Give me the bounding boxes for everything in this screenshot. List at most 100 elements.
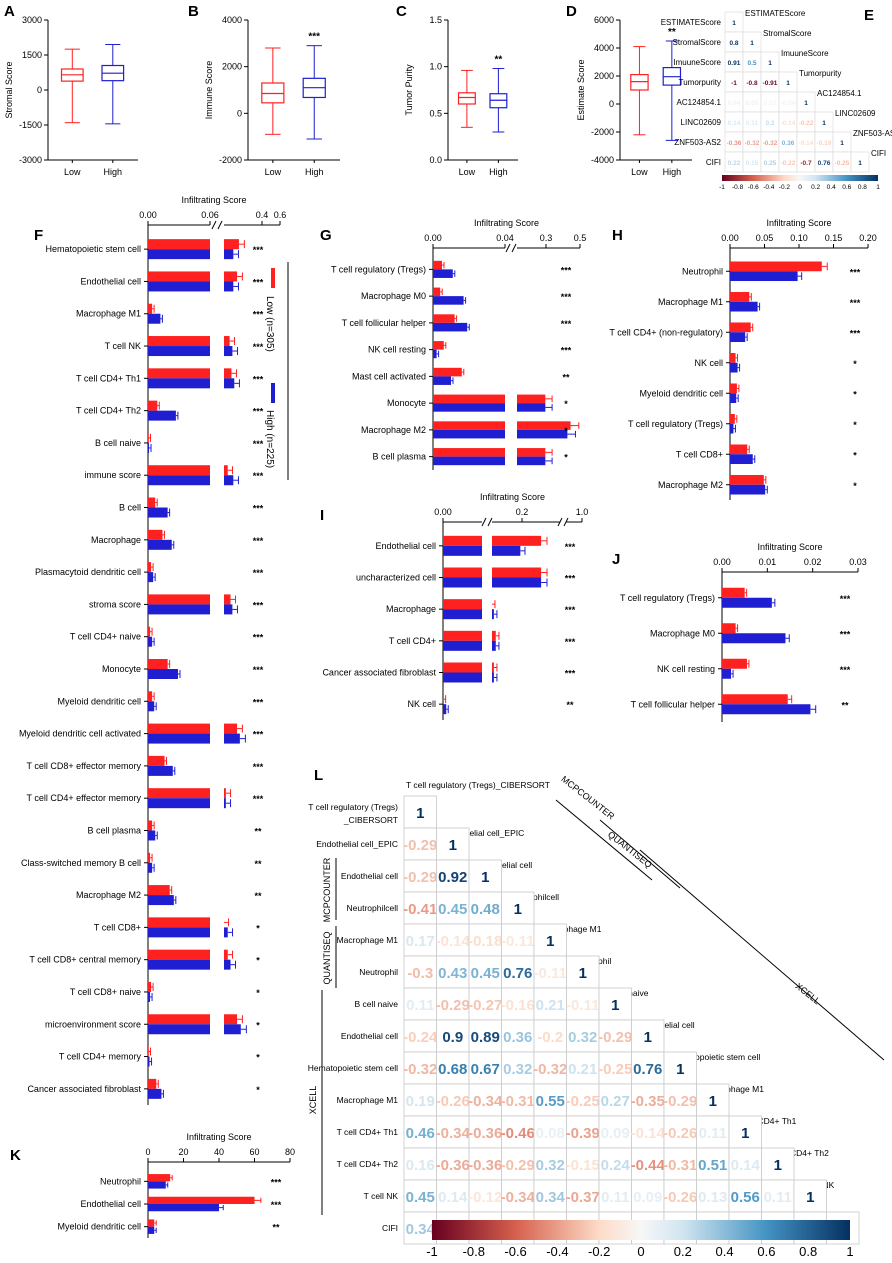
bar-high: [224, 604, 233, 615]
heatmap-value: 0.14: [728, 120, 741, 127]
heatmap-cell: [501, 1115, 535, 1149]
heatmap-cell: [598, 1019, 632, 1053]
bar-high: [148, 895, 174, 906]
bar-low: [148, 1078, 157, 1089]
bar-low: [148, 659, 168, 669]
bar-high: [148, 830, 156, 841]
bar-high: [224, 1024, 241, 1035]
x-tick-label: 40: [214, 1147, 224, 1157]
bar-high: [148, 1024, 210, 1035]
heatmap-value: 0.15: [746, 160, 759, 167]
heatmap-value: 1: [732, 20, 736, 27]
significance-marker: ***: [850, 298, 861, 308]
significance-marker: ***: [253, 697, 264, 707]
bar-high: [433, 322, 468, 332]
bar-high: [148, 507, 168, 518]
heatmap-value: 1: [774, 1157, 782, 1174]
heatmap-value: -0.12: [468, 1189, 502, 1206]
heatmap-value: -0.14: [799, 140, 814, 147]
bar-low: [730, 322, 751, 333]
group-diagonal: [599, 819, 681, 889]
bar-low: [148, 336, 210, 347]
colorbar-tick-label: -0.2: [779, 184, 791, 191]
y-tick-label: T cell CD8+: [676, 449, 723, 459]
bar-high: [148, 572, 154, 583]
heatmap-value: 0.43: [438, 965, 467, 982]
panel-label: L: [314, 767, 323, 784]
x-tick-label: 20: [178, 1147, 188, 1157]
group-diagonal: [639, 849, 885, 1061]
heatmap-value: 0.24: [601, 1157, 631, 1174]
bar-low: [443, 567, 482, 578]
significance-marker: ***: [253, 600, 264, 610]
heatmap-cell: [566, 987, 600, 1021]
x-tick-label: 0: [145, 1147, 150, 1157]
significance-marker: ***: [565, 574, 576, 584]
x-tick-label: High: [104, 167, 123, 177]
bar-high: [148, 378, 210, 389]
heatmap-value: 0.67: [471, 1061, 500, 1078]
bar-high: [148, 733, 210, 744]
heatmap-cell: [631, 1179, 665, 1213]
x-tick-label: 0.2: [516, 507, 529, 517]
panel-c: C 0.0 0.5 1.0 1.5 Tumor Purity Low High **: [396, 3, 518, 177]
col-label: T cell regulatory (Tregs)_CIBERSORT: [406, 780, 550, 790]
bar-low: [148, 368, 210, 379]
colorbar-tick-label: -0.4: [546, 1244, 568, 1259]
heatmap-cell: [501, 1051, 535, 1085]
heatmap-value: -0.29: [436, 997, 470, 1014]
y-tick-label: Macrophage M2: [76, 890, 141, 900]
bar-low: [722, 587, 745, 598]
bar-low: [224, 336, 230, 347]
bar-high: [722, 668, 732, 679]
significance-marker: ***: [253, 245, 264, 255]
heatmap-cell: [696, 1083, 730, 1117]
bar-low: [148, 303, 153, 314]
y-tick-label: microenvironment score: [45, 1019, 141, 1029]
bar-low: [722, 694, 788, 705]
bar-high: [224, 959, 231, 970]
heatmap-cell: [468, 923, 502, 957]
bar-high: [443, 577, 482, 588]
bar-high: [730, 362, 738, 373]
y-tick-label: Cancer associated fibroblast: [27, 1084, 141, 1094]
colorbar-tick-label: 0.8: [858, 184, 867, 191]
y-tick-label: T cell CD8+: [94, 922, 141, 932]
significance-marker: ***: [561, 265, 572, 275]
heatmap-value: 0.89: [471, 1029, 500, 1046]
x-tick-label: High: [305, 167, 324, 177]
panel-label: H: [612, 227, 623, 244]
heatmap-value: 0.48: [471, 901, 500, 918]
heatmap-cell: [468, 955, 502, 989]
heatmap-value: 1: [804, 100, 808, 107]
significance-marker: ***: [253, 665, 264, 675]
y-tick-label: Cancer associated fibroblast: [322, 668, 436, 678]
heatmap-value: 0.34: [406, 1221, 436, 1238]
heatmap-value: 0.46: [406, 1125, 435, 1142]
heatmap-value: -0.25: [598, 1061, 632, 1078]
significance-marker: *: [564, 426, 568, 436]
significance-marker: ***: [253, 407, 264, 417]
significance-marker: ***: [565, 669, 576, 679]
bar-low: [148, 852, 151, 863]
panel-label: C: [396, 3, 407, 20]
bar-low: [224, 594, 231, 605]
bar-high: [730, 332, 746, 343]
heatmap-value: 0.91: [728, 60, 741, 67]
chart-title: Infiltrating Score: [474, 218, 539, 228]
heatmap-value: 0.27: [601, 1093, 630, 1110]
heatmap-value: -0.14: [436, 933, 471, 950]
heatmap-cell: [468, 1083, 502, 1117]
chart-title: Infiltrating Score: [480, 492, 545, 502]
y-tick-label: 2000: [222, 62, 242, 72]
heatmap-cell: [566, 955, 600, 989]
panel-d: D -4000 -2000 0 2000 4000 6000 Estimate Score Lo…: [566, 3, 692, 177]
heatmap-value: -0.11: [501, 933, 534, 950]
bar-low: [492, 535, 542, 546]
significance-marker: **: [562, 372, 570, 382]
colorbar-tick-label: 0.6: [842, 184, 851, 191]
significance-marker: ***: [840, 594, 851, 604]
col-label: Macrophage M1: [703, 1084, 765, 1094]
col-label: T cell CD4+ Th1: [735, 1116, 797, 1126]
row-label: Neutrophilcell: [347, 903, 399, 913]
